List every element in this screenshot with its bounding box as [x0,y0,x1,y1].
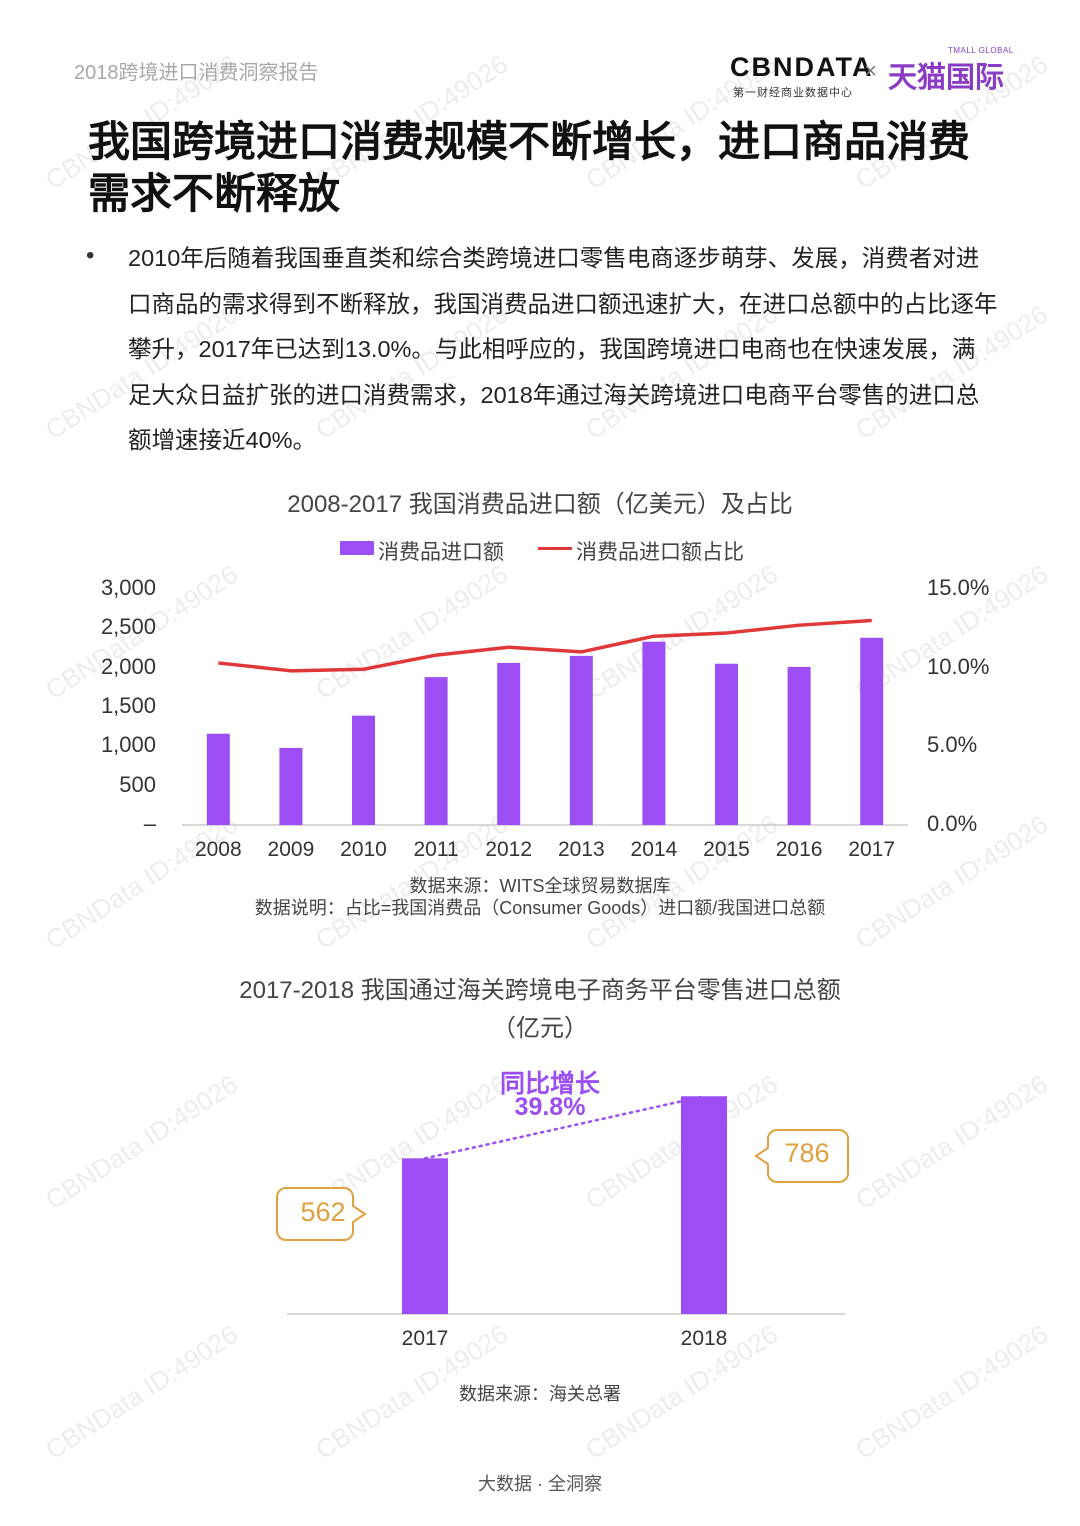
chart1-left-tick: 1,500 [100,693,156,718]
chart2-growth-connector [423,1095,706,1160]
chart1-x-label: 2012 [485,838,533,861]
cbndata-logo: CBNDATA [730,52,874,82]
legend-line-swatch [538,547,572,550]
chart1-x-label: 2010 [340,838,387,861]
tmall-global-logo: 天猫国际 [888,62,1005,94]
chart1-x-label: 2008 [194,838,242,861]
chart1-right-tick: 0.0% [927,811,978,836]
bullet-icon: • [86,242,95,269]
callout-2017-value: 562 [300,1197,346,1227]
chart1-bar-2015 [715,663,738,825]
legend-line-label: 消费品进口额占比 [576,541,744,564]
chart2-callout-2017 [276,1187,367,1241]
page-title: 我国跨境进口消费规模不断增长，进口商品消费需求不断释放 [88,118,971,217]
legend-bar-swatch [340,541,374,555]
chart1-bar-2014 [642,641,666,825]
tmall-global-logo-small: TMALL GLOBAL [948,46,1014,55]
chart1-x-label: 2009 [267,838,315,861]
chart1-bar-2008 [206,733,230,825]
chart1-bar-2017 [860,637,884,825]
logo-separator: × [864,58,877,83]
chart1-bar-2016 [787,666,811,825]
callout-2018-value: 786 [784,1138,830,1168]
chart1-x-label: 2013 [557,838,605,861]
chart2-x-label-2017: 2017 [401,1327,449,1350]
chart2-bar-2018 [681,1096,727,1314]
chart1-bar-2012 [497,662,521,825]
chart1-bar-2013 [569,655,593,825]
chart1-right-tick: 10.0% [927,653,990,679]
chart1-share-line [218,618,872,673]
chart2-subtitle: （亿元） [492,1015,588,1042]
chart1-right-tick: 15.0% [927,575,990,600]
chart1-x-label: 2015 [703,838,750,861]
chart1-left-tick: 500 [119,771,156,797]
legend-bar-label: 消费品进口额 [378,541,504,564]
chart1-x-label: 2017 [848,838,896,861]
growth-label: 同比增长 [499,1070,600,1098]
chart1-bar-2009 [279,747,303,825]
body-paragraph: 2010年后随着我国垂直类和综合类跨境进口零售电商逐步萌芽、发展，消费者对进口商… [128,245,998,453]
chart1-left-tick: 1,000 [100,732,156,758]
chart1-left-tick: 3,000 [100,575,156,600]
chart1-plot [182,618,908,826]
chart2-bar-2017 [402,1158,448,1314]
chart1-title: 2008-2017 我国消费品进口额（亿美元）及占比 [287,491,793,518]
chart1-definition-note: 数据说明：占比=我国消费品（Consumer Goods）进口额/我国进口总额 [254,898,826,918]
chart1-source-note: 数据来源：WITS全球贸易数据库 [409,876,671,896]
cbndata-logo-subtitle: 第一财经商业数据中心 [733,87,853,99]
chart1-x-label: 2014 [630,838,678,861]
chart1-x-label: 2011 [413,838,459,861]
chart1-left-tick: – [143,811,156,836]
chart2-title: 2017-2018 我国通过海关跨境电子商务平台零售进口总额 [239,977,841,1004]
report-title: 2018跨境进口消费洞察报告 [74,62,319,84]
chart2-callout-2018 [754,1129,849,1183]
chart2-source-note: 数据来源：海关总署 [459,1384,621,1404]
chart1-bar-2010 [352,715,375,825]
chart1-bar-2011 [424,677,448,825]
chart1-left-tick: 2,000 [100,653,156,679]
chart1-right-tick: 5.0% [927,732,978,758]
chart1-x-label: 2016 [775,838,823,861]
chart2-plot [276,1095,849,1315]
chart2-x-label-2018: 2018 [680,1327,728,1350]
page-footer: 大数据 · 全洞察 [478,1474,602,1494]
chart1-left-tick: 2,500 [100,614,156,640]
growth-value: 39.8% [514,1093,586,1121]
